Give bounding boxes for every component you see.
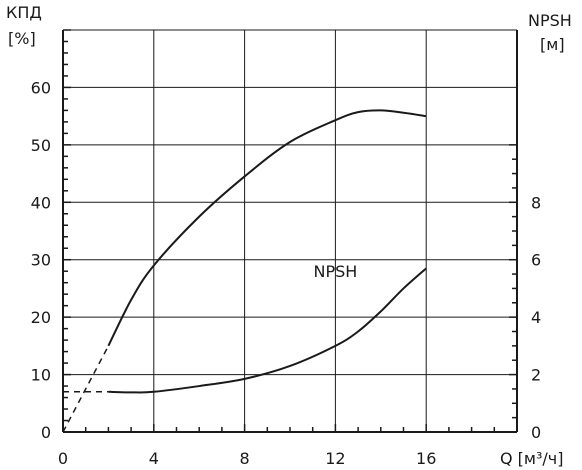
left-axis-label-line2: [%] [8,29,36,48]
npsh-curve [108,267,427,394]
left-tick-label: 20 [31,308,51,327]
x-tick-label: 0 [58,449,68,468]
x-tick-label: 4 [149,449,159,468]
x-tick-label: 8 [240,449,250,468]
right-axis-label-line2: [м] [540,35,565,54]
left-tick-label: 60 [31,78,51,97]
left-tick-label: 40 [31,193,51,212]
right-tick-label: 2 [531,366,541,385]
left-tick-label: 30 [31,251,51,270]
x-tick-label: 12 [325,449,345,468]
left-tick-label: 10 [31,366,51,385]
right-axis-label-line1: NPSH [528,11,572,30]
left-axis-label-line1: КПД [6,3,42,22]
efficiency-curve [107,109,427,347]
x-tick-label: 16 [416,449,436,468]
grid [62,29,518,433]
axis-ticks [62,29,518,433]
left-tick-label: 0 [41,423,51,442]
efficiency-dashed-extension [62,345,110,433]
right-tick-label: 0 [531,423,541,442]
right-tick-label: 6 [531,251,541,270]
x-axis-label: Q [м³/ч] [500,449,564,468]
right-tick-label: 4 [531,308,541,327]
left-tick-label: 50 [31,136,51,155]
annotation-label: NPSH [313,262,357,281]
tick-labels: 0 4 8 12 16 0 10 20 30 40 50 60 0 2 4 6 8 NPSH [31,78,542,468]
curves [62,109,427,433]
right-tick-label: 8 [531,193,541,212]
